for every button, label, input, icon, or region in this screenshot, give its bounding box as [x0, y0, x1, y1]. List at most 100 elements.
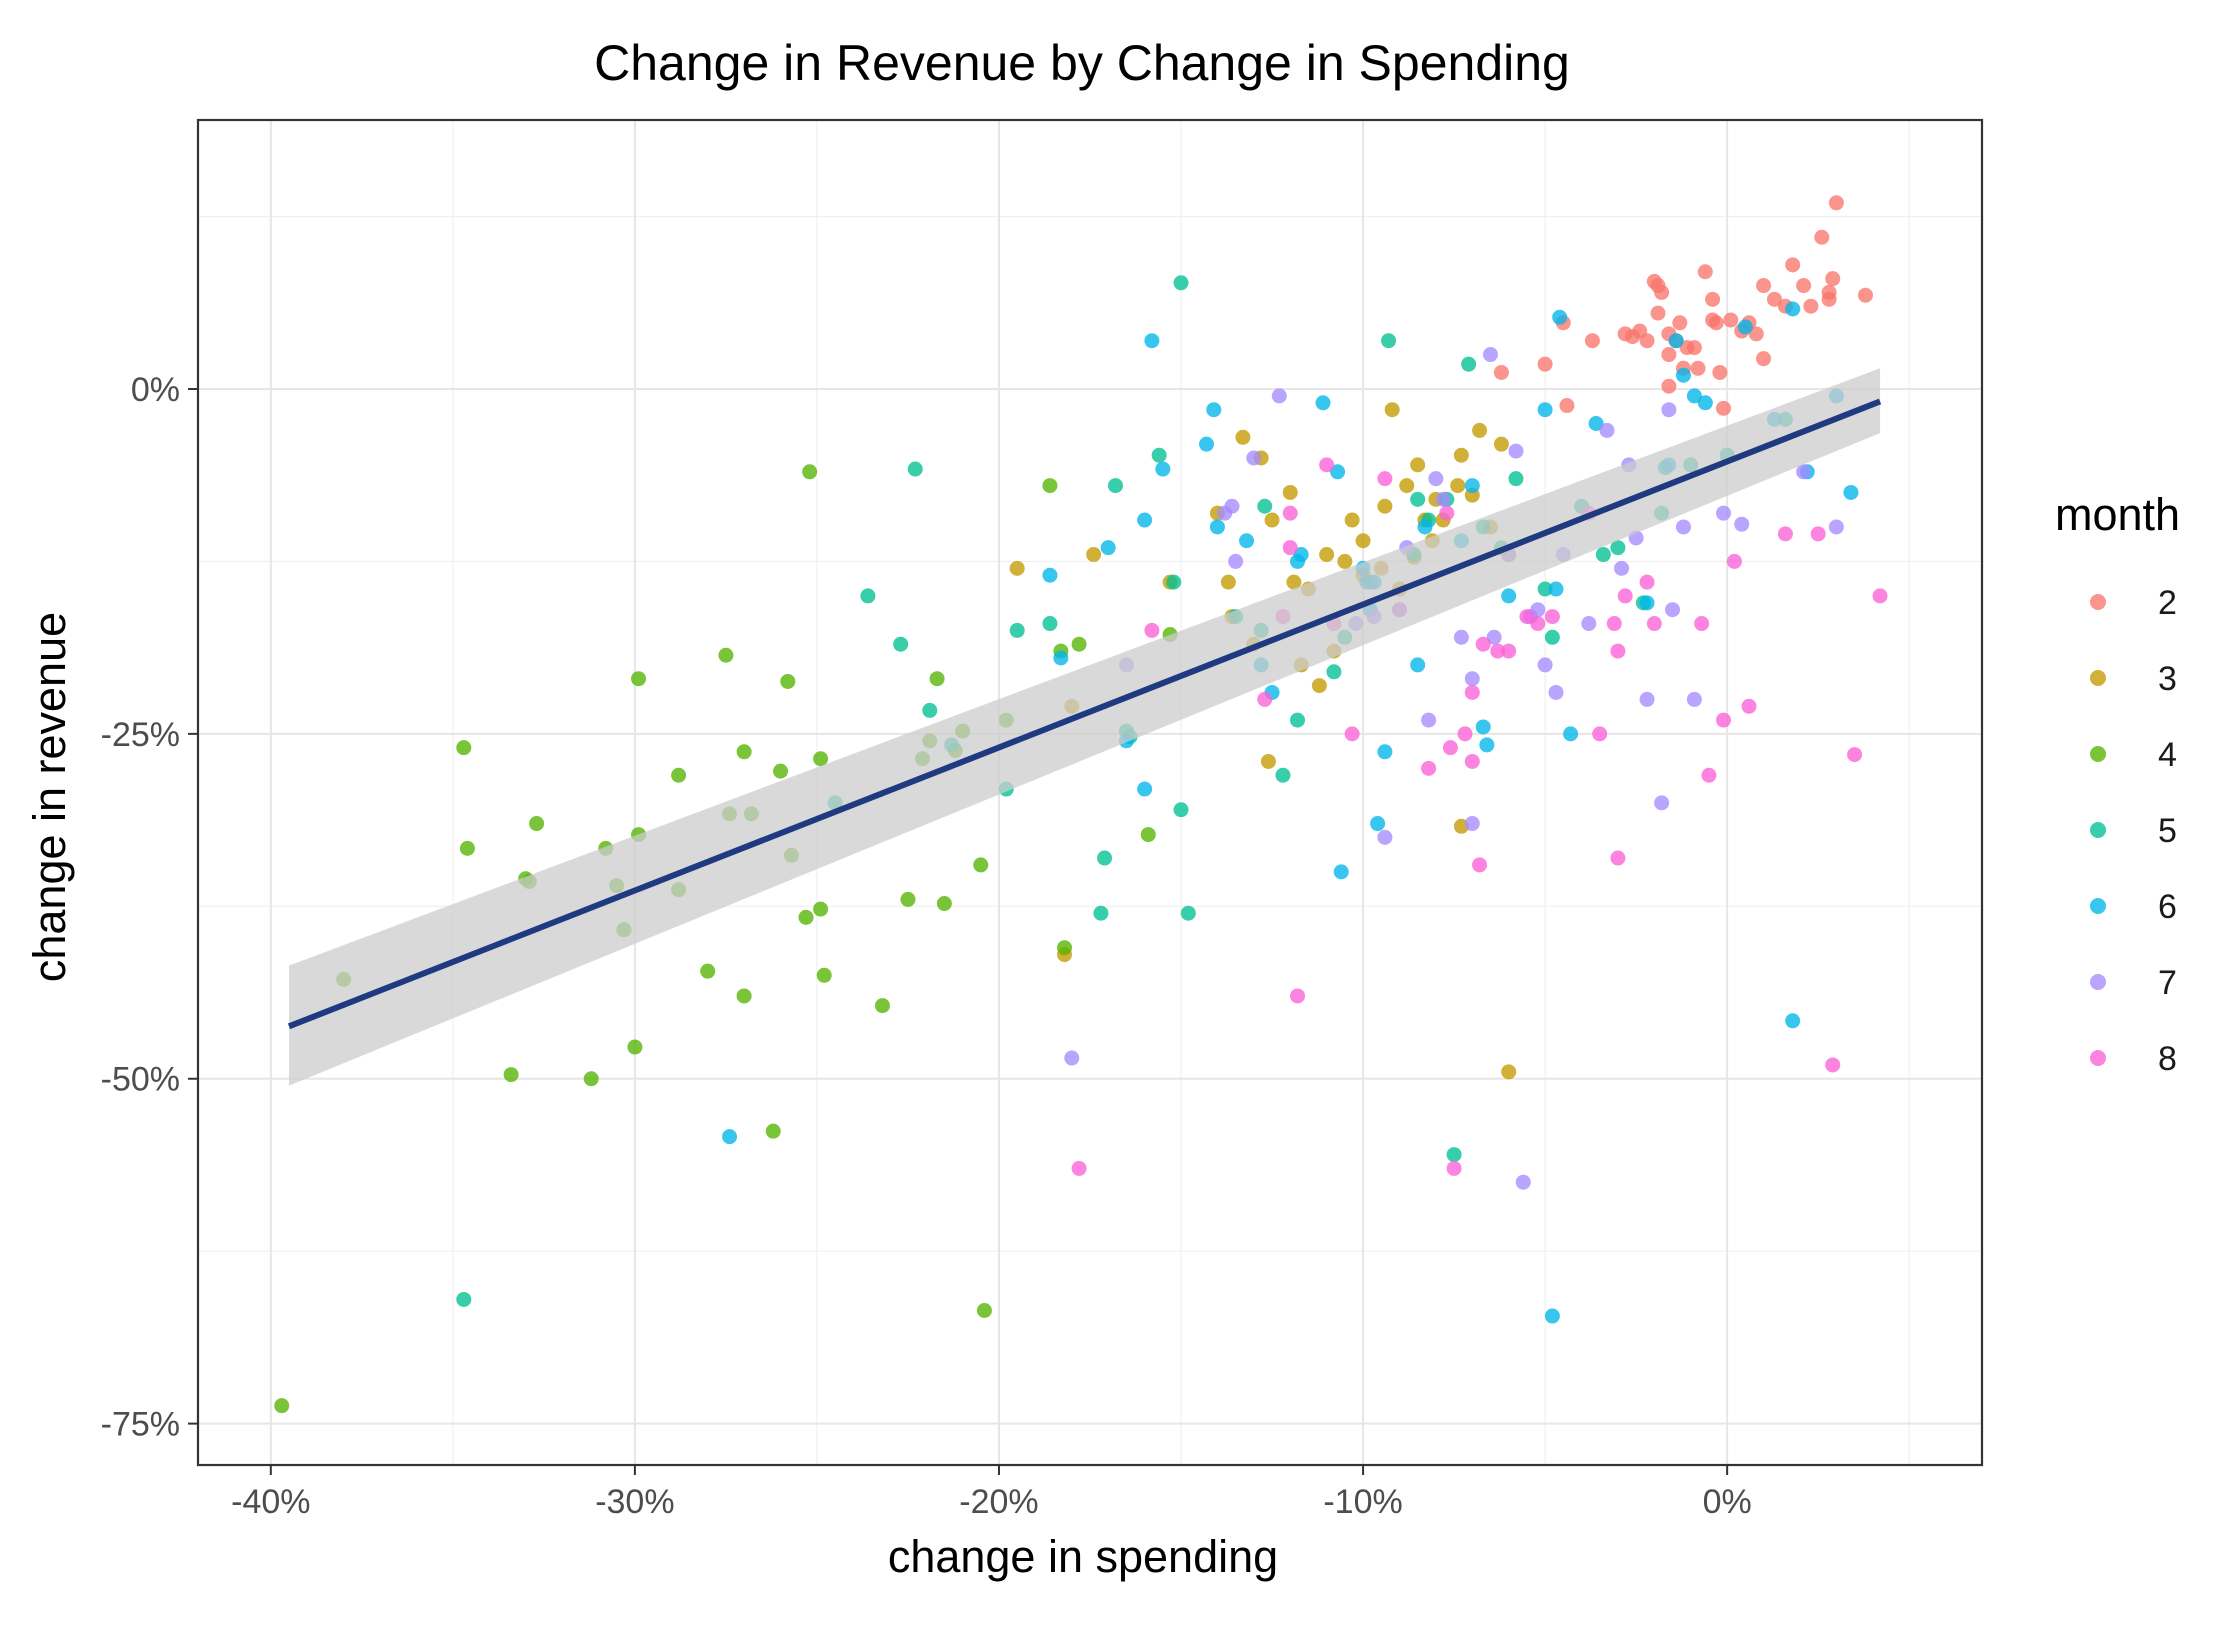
data-point-month-7 — [1665, 602, 1681, 618]
data-point-month-6 — [1563, 726, 1579, 742]
data-point-month-7 — [1428, 471, 1444, 487]
data-point-month-5 — [1173, 275, 1189, 291]
data-point-month-4 — [627, 1039, 643, 1055]
data-point-month-6 — [1206, 402, 1222, 418]
data-point-month-8 — [1501, 643, 1517, 659]
data-point-month-6 — [1144, 333, 1160, 349]
data-point-month-7 — [1228, 553, 1244, 569]
legend-label-month-8: 8 — [2158, 1040, 2177, 1078]
data-point-month-4 — [1140, 827, 1156, 843]
data-point-month-2 — [1821, 291, 1837, 307]
data-point-month-3 — [1319, 547, 1335, 563]
data-point-month-4 — [765, 1123, 781, 1139]
data-point-month-5 — [1381, 333, 1397, 349]
data-point-month-8 — [1847, 747, 1863, 763]
data-point-month-2 — [1661, 378, 1677, 394]
data-point-month-3 — [1337, 553, 1353, 569]
data-point-month-4 — [700, 963, 716, 979]
data-point-month-6 — [722, 1129, 738, 1145]
data-point-month-2 — [1828, 195, 1844, 211]
data-point-month-5 — [1326, 664, 1342, 680]
data-point-month-8 — [1377, 471, 1393, 487]
data-point-month-4 — [1042, 478, 1058, 494]
data-point-month-3 — [1453, 447, 1469, 463]
data-point-month-8 — [1530, 616, 1546, 632]
data-point-month-4 — [1057, 940, 1073, 956]
data-point-month-2 — [1756, 351, 1772, 367]
data-point-month-2 — [1766, 291, 1782, 307]
data-point-month-6 — [1668, 333, 1684, 349]
data-point-month-3 — [1086, 547, 1102, 563]
data-point-month-4 — [929, 671, 945, 687]
data-point-month-7 — [1453, 629, 1469, 645]
data-point-month-3 — [1282, 484, 1298, 500]
x-axis-title: change in spending — [888, 1531, 1278, 1582]
data-point-month-8 — [1257, 691, 1273, 707]
data-point-month-8 — [1344, 726, 1360, 742]
data-point-month-4 — [813, 751, 829, 767]
data-point-month-6 — [1785, 301, 1801, 317]
data-point-month-3 — [1501, 1064, 1517, 1080]
data-point-month-8 — [1810, 526, 1826, 542]
data-point-month-5 — [1257, 498, 1273, 514]
data-point-month-5 — [1107, 478, 1123, 494]
data-point-month-6 — [1737, 319, 1753, 335]
data-point-month-6 — [1239, 533, 1255, 549]
data-point-month-7 — [1599, 422, 1615, 438]
data-point-month-6 — [1410, 657, 1426, 673]
plot-panel — [196, 118, 1984, 1467]
data-point-month-5 — [1537, 581, 1553, 597]
data-point-month-4 — [583, 1071, 599, 1087]
y-tick-label: -75% — [101, 1406, 180, 1444]
data-point-month-6 — [1686, 388, 1702, 404]
data-point-month-5 — [1009, 622, 1025, 638]
data-point-month-4 — [874, 998, 890, 1014]
y-tick-label: 0% — [131, 371, 180, 409]
y-tick-label: -50% — [101, 1061, 180, 1099]
legend-key-month-8 — [2090, 1050, 2106, 1066]
data-point-month-8 — [1872, 588, 1888, 604]
data-point-month-8 — [1282, 505, 1298, 521]
data-point-month-4 — [718, 647, 734, 663]
data-point-month-8 — [1446, 1160, 1462, 1176]
data-point-month-2 — [1705, 291, 1721, 307]
data-point-month-5 — [1042, 616, 1058, 632]
data-point-month-6 — [1333, 864, 1349, 880]
data-point-month-6 — [1417, 519, 1433, 535]
legend: month 2 3 4 5 6 7 8 — [2055, 489, 2180, 1078]
trend-line — [287, 398, 1882, 1030]
data-point-month-6 — [1552, 309, 1568, 325]
data-point-month-5 — [1461, 356, 1477, 372]
data-point-month-7 — [1224, 498, 1240, 514]
legend-key-month-7 — [2090, 974, 2106, 990]
x-tick-label: -10% — [1323, 1483, 1402, 1521]
data-point-month-2 — [1661, 347, 1677, 363]
data-point-month-2 — [1785, 257, 1801, 273]
data-point-month-3 — [1384, 402, 1400, 418]
legend-label-month-2: 2 — [2158, 584, 2177, 622]
data-point-month-2 — [1796, 278, 1812, 294]
data-point-month-7 — [1675, 519, 1691, 535]
data-point-month-8 — [1777, 526, 1793, 542]
data-point-month-8 — [1319, 457, 1335, 473]
legend-label-month-3: 3 — [2158, 660, 2177, 698]
data-point-month-8 — [1726, 553, 1742, 569]
data-point-month-6 — [1548, 581, 1564, 597]
legend-key-month-5 — [2090, 822, 2106, 838]
data-point-month-5 — [1544, 629, 1560, 645]
data-point-month-8 — [1617, 588, 1633, 604]
data-point-month-8 — [1457, 726, 1473, 742]
x-axis: -40% -30% -20% -10% 0% — [231, 1465, 1752, 1521]
data-point-month-7 — [1246, 450, 1262, 466]
x-tick-label: -20% — [959, 1483, 1038, 1521]
data-point-month-7 — [1614, 560, 1630, 576]
data-point-month-4 — [780, 673, 796, 689]
data-point-month-3 — [1220, 574, 1236, 590]
data-point-month-8 — [1610, 643, 1626, 659]
data-point-month-5 — [1166, 574, 1182, 590]
data-point-month-2 — [1803, 298, 1819, 314]
data-point-month-7 — [1064, 1050, 1080, 1066]
data-point-month-8 — [1071, 1160, 1087, 1176]
data-point-month-6 — [1199, 436, 1215, 452]
data-point-month-6 — [1675, 367, 1691, 383]
